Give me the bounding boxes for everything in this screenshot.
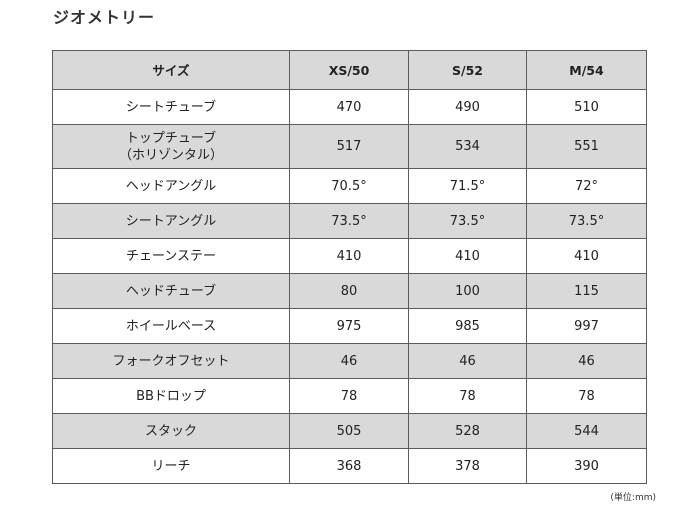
- cell-value: 505: [289, 413, 409, 449]
- row-label-line: （ホリゾンタル）: [118, 147, 223, 163]
- cell-value: 470: [289, 89, 409, 125]
- table-row: ヘッドチューブ 80 100 115: [52, 273, 647, 309]
- table-row: BBドロップ 78 78 78: [52, 378, 647, 414]
- cell-value: 78: [289, 378, 409, 414]
- row-label-line: トップチューブ: [125, 130, 217, 146]
- table-row: リーチ 368 378 390: [52, 448, 647, 484]
- row-label: シートチューブ: [52, 89, 290, 125]
- table-row: トップチューブ （ホリゾンタル） 517 534 551: [52, 124, 647, 169]
- header-size: サイズ: [52, 50, 290, 90]
- row-label: BBドロップ: [52, 378, 290, 414]
- table-row: ヘッドアングル 70.5° 71.5° 72°: [52, 168, 647, 204]
- cell-value: 80: [289, 273, 409, 309]
- cell-value: 985: [408, 308, 527, 344]
- cell-value: 410: [408, 238, 527, 274]
- unit-note: (単位:mm): [610, 493, 656, 503]
- row-label: ヘッドチューブ: [52, 273, 290, 309]
- header-s52: S/52: [408, 50, 527, 90]
- cell-value: 490: [408, 89, 527, 125]
- row-label: スタック: [52, 413, 290, 449]
- table-header-row: サイズ XS/50 S/52 M/54: [52, 50, 647, 90]
- cell-value: 78: [408, 378, 527, 414]
- row-label: フォークオフセット: [52, 343, 290, 379]
- cell-value: 70.5°: [289, 168, 409, 204]
- cell-value: 115: [526, 273, 647, 309]
- row-label: ホイールベース: [52, 308, 290, 344]
- cell-value: 410: [289, 238, 409, 274]
- row-label: シートアングル: [52, 203, 290, 239]
- table-row: シートチューブ 470 490 510: [52, 89, 647, 125]
- table-row: フォークオフセット 46 46 46: [52, 343, 647, 379]
- row-label: ヘッドアングル: [52, 168, 290, 204]
- row-label: チェーンステー: [52, 238, 290, 274]
- cell-value: 73.5°: [408, 203, 527, 239]
- cell-value: 78: [526, 378, 647, 414]
- cell-value: 378: [408, 448, 527, 484]
- cell-value: 410: [526, 238, 647, 274]
- geometry-table: サイズ XS/50 S/52 M/54 シートチューブ 470 490 510 …: [52, 50, 647, 484]
- cell-value: 46: [289, 343, 409, 379]
- row-label: リーチ: [52, 448, 290, 484]
- cell-value: 46: [526, 343, 647, 379]
- cell-value: 551: [526, 124, 647, 169]
- table-row: シートアングル 73.5° 73.5° 73.5°: [52, 203, 647, 239]
- cell-value: 528: [408, 413, 527, 449]
- cell-value: 517: [289, 124, 409, 169]
- cell-value: 73.5°: [289, 203, 409, 239]
- row-label: トップチューブ （ホリゾンタル）: [52, 124, 290, 169]
- cell-value: 544: [526, 413, 647, 449]
- cell-value: 100: [408, 273, 527, 309]
- header-m54: M/54: [526, 50, 647, 90]
- header-xs50: XS/50: [289, 50, 409, 90]
- cell-value: 534: [408, 124, 527, 169]
- cell-value: 73.5°: [526, 203, 647, 239]
- table-row: チェーンステー 410 410 410: [52, 238, 647, 274]
- cell-value: 72°: [526, 168, 647, 204]
- cell-value: 71.5°: [408, 168, 527, 204]
- section-title: ジオメトリー: [53, 8, 156, 27]
- table-row: スタック 505 528 544: [52, 413, 647, 449]
- cell-value: 997: [526, 308, 647, 344]
- cell-value: 368: [289, 448, 409, 484]
- cell-value: 390: [526, 448, 647, 484]
- cell-value: 510: [526, 89, 647, 125]
- table-row: ホイールベース 975 985 997: [52, 308, 647, 344]
- cell-value: 975: [289, 308, 409, 344]
- cell-value: 46: [408, 343, 527, 379]
